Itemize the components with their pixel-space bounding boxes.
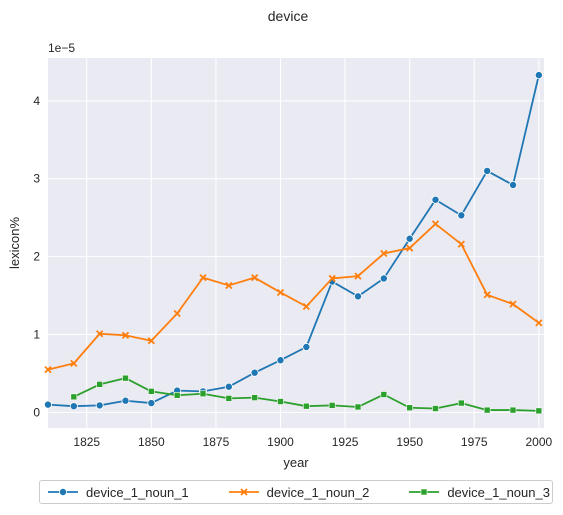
x-tick-label: 1925 — [332, 435, 359, 449]
data-point — [432, 405, 439, 412]
legend-label: device_1_noun_2 — [266, 484, 370, 500]
data-point — [535, 319, 543, 327]
y-axis-label: lexicon% — [7, 217, 22, 269]
grid — [48, 58, 544, 428]
data-point — [354, 272, 362, 280]
x-tick-labels: 1825 1850 1875 1900 1925 1950 1975 2000 — [73, 435, 552, 449]
data-point — [121, 396, 130, 405]
series-line — [47, 223, 540, 371]
series-device_1_noun_2 — [44, 220, 543, 374]
data-point — [379, 274, 388, 283]
y-tick-label: 4 — [33, 94, 40, 108]
data-point — [458, 399, 465, 407]
data-point — [95, 401, 104, 410]
data-point — [276, 356, 285, 365]
data-point — [328, 274, 336, 283]
data-point — [380, 391, 388, 398]
y-offset-label: 1e−5 — [48, 41, 75, 55]
data-point — [251, 394, 258, 401]
series-device_1_noun_3 — [70, 374, 543, 415]
data-point — [302, 342, 311, 351]
data-point — [509, 300, 517, 308]
legend-swatch-square — [409, 488, 440, 496]
data-point — [69, 402, 78, 411]
data-point — [457, 211, 466, 220]
x-tick-label: 1900 — [267, 435, 294, 449]
x-tick-label: 1825 — [73, 435, 100, 449]
y-tick-label: 0 — [33, 405, 40, 419]
data-point — [380, 249, 388, 258]
data-point — [276, 288, 285, 297]
data-point — [303, 402, 310, 410]
data-point — [406, 244, 414, 252]
data-point — [406, 404, 413, 412]
legend-label: device_1_noun_1 — [86, 484, 189, 500]
data-point — [251, 274, 259, 282]
data-point — [431, 195, 440, 204]
legend-item: device_1_noun_2 — [228, 484, 370, 500]
data-point — [96, 330, 104, 338]
plot-area — [48, 58, 544, 428]
data-point — [405, 234, 414, 243]
data-point — [353, 292, 362, 301]
data-point — [225, 395, 233, 402]
data-point — [147, 399, 156, 408]
x-tick-label: 1850 — [138, 435, 165, 449]
series-line — [47, 74, 540, 408]
chart-title: device — [268, 8, 309, 24]
data-point — [96, 381, 103, 388]
legend-item: device_1_noun_1 — [48, 485, 189, 500]
legend: device_1_noun_1 device_1_noun_2 device_1… — [39, 480, 553, 504]
data-point — [225, 281, 233, 290]
data-point — [44, 365, 52, 374]
y-tick-labels: 0 1 2 3 4 — [33, 94, 40, 420]
data-point — [277, 398, 284, 405]
data-point — [509, 406, 517, 414]
data-point — [328, 402, 336, 409]
legend-label: device_1_noun_3 — [447, 484, 550, 500]
x-tick-label: 1950 — [396, 435, 423, 449]
data-point — [70, 393, 78, 401]
legend-swatch-x — [228, 488, 259, 496]
legend-item: device_1_noun_3 — [409, 485, 550, 500]
y-tick-label: 3 — [33, 172, 40, 186]
x-tick-label: 1875 — [203, 435, 230, 449]
y-tick-label: 1 — [33, 328, 40, 342]
data-point — [148, 388, 155, 395]
x-tick-label: 2000 — [525, 435, 552, 449]
data-point — [457, 240, 465, 248]
series-layer — [44, 71, 543, 415]
data-point — [354, 403, 362, 411]
data-point — [121, 331, 130, 339]
data-point — [173, 391, 181, 399]
data-point — [302, 302, 310, 311]
data-point — [199, 390, 207, 398]
data-point — [122, 374, 129, 382]
data-point — [44, 400, 53, 409]
series-device_1_noun_1 — [44, 71, 543, 411]
data-point — [199, 274, 207, 282]
data-point — [483, 406, 491, 414]
data-point — [173, 309, 181, 318]
legend-swatch-circle — [48, 488, 78, 496]
data-point — [250, 368, 259, 377]
data-point — [535, 407, 543, 415]
data-point — [431, 220, 440, 228]
data-point — [508, 180, 517, 189]
y-tick-label: 2 — [33, 250, 40, 264]
data-point — [483, 166, 492, 175]
data-point — [483, 291, 491, 299]
data-point — [70, 359, 78, 367]
data-point — [224, 382, 233, 391]
data-point — [147, 337, 155, 345]
x-axis-label: year — [283, 455, 309, 470]
x-tick-label: 1975 — [461, 435, 488, 449]
data-point — [534, 71, 543, 80]
